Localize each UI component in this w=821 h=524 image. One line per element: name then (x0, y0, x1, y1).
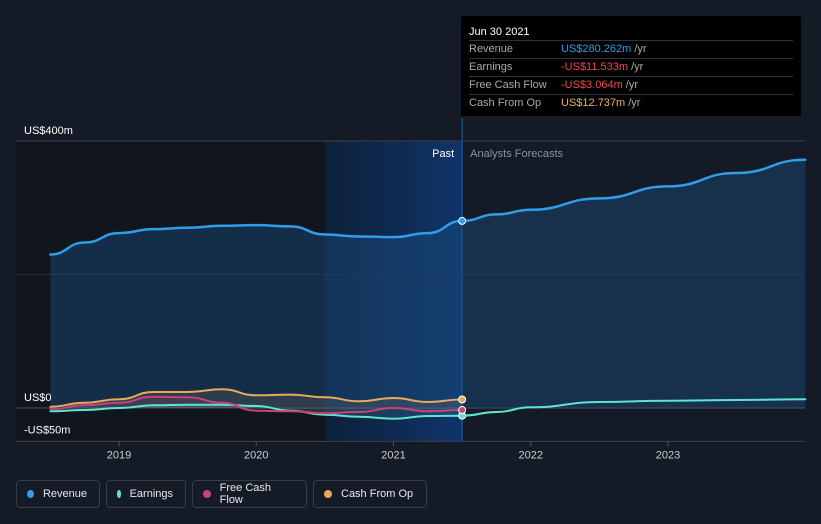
legend-item-cash-from-op[interactable]: Cash From Op (313, 480, 427, 508)
past-label: Past (432, 148, 454, 160)
x-tick-label: 2020 (244, 449, 268, 461)
tooltip-value: US$280.262m (561, 43, 632, 55)
y-tick-label: US$400m (24, 125, 73, 137)
cash-from-op-line (49, 388, 464, 408)
tooltip-row-earnings: Earnings -US$11.533m /yr (469, 59, 793, 77)
tooltip-label: Earnings (469, 61, 513, 73)
legend-item-free-cash-flow[interactable]: Free Cash Flow (192, 480, 307, 508)
legend-item-earnings[interactable]: Earnings (106, 480, 186, 508)
tooltip-value: US$12.737m (561, 97, 626, 109)
earnings-area (50, 404, 463, 419)
tooltip-label: Cash From Op (469, 97, 542, 109)
x-tick-label: 2023 (656, 449, 680, 461)
y-tick-label: US$0 (24, 392, 52, 404)
series-endpoints (458, 216, 467, 420)
tooltip-unit: /yr (628, 97, 641, 109)
tooltip-label: Free Cash Flow (469, 79, 547, 91)
series-lines (49, 158, 807, 420)
tooltip-value: -US$11.533m (561, 61, 629, 73)
highlight-band (324, 141, 463, 442)
tooltip-value: -US$3.064m (561, 79, 623, 91)
y-tick-label: -US$50m (24, 424, 70, 436)
x-tick-label: 2019 (107, 449, 131, 461)
tooltip-unit: /yr (625, 79, 638, 91)
grid-lines (16, 140, 805, 442)
legend-label: Revenue (42, 488, 87, 500)
x-tick-label: 2021 (381, 449, 405, 461)
cash-from-op-area (50, 389, 463, 408)
tooltip: Jun 30 2021 Revenue US$280.262m /yr Earn… (461, 16, 801, 116)
tooltip-date: Jun 30 2021 (469, 24, 793, 41)
tooltip-row-free-cash-flow: Free Cash Flow -US$3.064m /yr (469, 77, 793, 95)
free-cash-flow-endpoint (458, 406, 467, 415)
revenue-endpoint (458, 216, 467, 225)
legend-label: Free Cash Flow (219, 482, 272, 506)
tooltip-unit: /yr (631, 61, 644, 73)
tooltip-label: Revenue (469, 43, 514, 55)
revenue-area (50, 159, 806, 408)
axis-labels: US$400m US$0 -US$50m 2019 2020 2021 2022 2023 Pa… (24, 125, 680, 461)
legend-dot-icon (27, 490, 34, 498)
series-areas (50, 159, 806, 419)
forecast-label: Analysts Forecasts (470, 148, 563, 160)
legend-dot-icon (324, 490, 332, 498)
free-cash-flow-area (50, 396, 463, 414)
tooltip-row-revenue: Revenue US$280.262m /yr (469, 41, 793, 59)
legend-label: Earnings (129, 488, 173, 500)
cash-from-op-endpoint (458, 395, 467, 404)
free-cash-flow-line (49, 395, 464, 415)
revenue-line (49, 158, 807, 256)
legend-label: Cash From Op (341, 488, 414, 500)
legend-dot-icon (117, 490, 121, 498)
earnings-line (49, 398, 807, 420)
legend: Revenue Earnings Free Cash Flow Cash Fro… (16, 480, 427, 508)
tooltip-row-cash-from-op: Cash From Op US$12.737m /yr (469, 95, 793, 112)
legend-item-revenue[interactable]: Revenue (16, 480, 100, 508)
x-tick-label: 2022 (519, 449, 543, 461)
tooltip-unit: /yr (634, 43, 647, 55)
legend-dot-icon (203, 490, 211, 498)
